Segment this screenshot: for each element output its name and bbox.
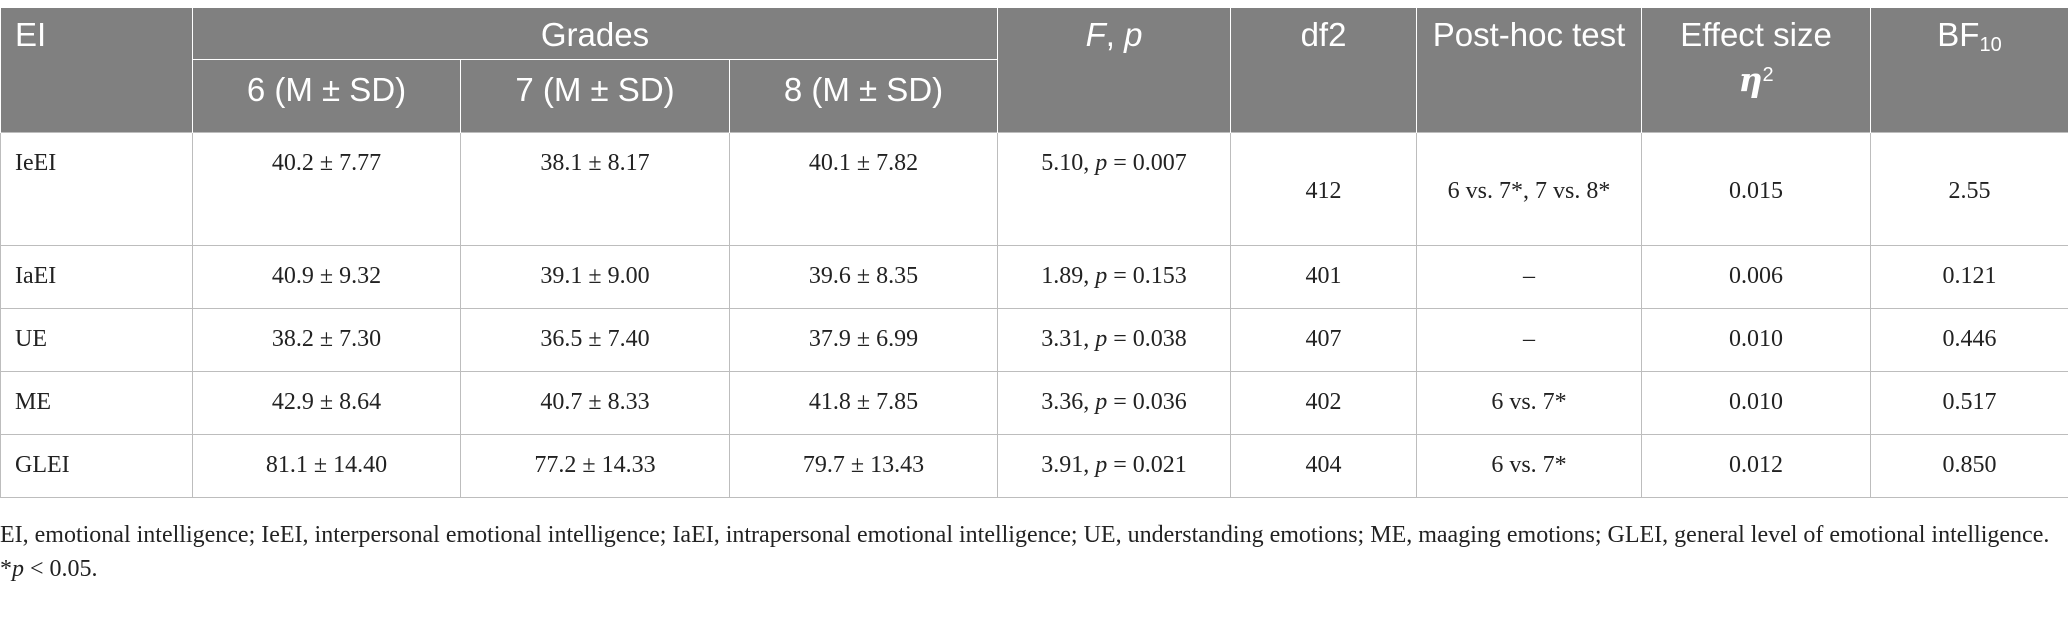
- table-footnotes: EI, emotional intelligence; IeEI, interp…: [0, 518, 2068, 586]
- cell-ei: IeEI: [0, 132, 193, 246]
- cell-f-p: 3.31, p = 0.038: [997, 308, 1232, 372]
- cell-ei: GLEI: [0, 434, 193, 498]
- header-f: F: [1085, 16, 1106, 53]
- cell-grade-7: 77.2 ± 14.33: [460, 434, 730, 498]
- header-grade-8: 8 (M ± SD): [728, 59, 999, 133]
- cell-bf10: 0.121: [1870, 245, 2068, 309]
- cell-pval: = 0.007: [1107, 150, 1187, 176]
- header-p: p: [1124, 16, 1143, 53]
- cell-pval: = 0.038: [1107, 326, 1187, 352]
- header-bf10: BF10: [1870, 8, 2068, 133]
- cell-f: 3.91,: [1041, 452, 1096, 478]
- cell-df2: 407: [1230, 308, 1418, 372]
- cell-p: p: [1095, 389, 1108, 415]
- cell-f: 1.89,: [1041, 263, 1096, 289]
- cell-pval: = 0.153: [1107, 263, 1187, 289]
- header-bf-sub: 10: [1979, 34, 2002, 56]
- cell-pval: = 0.036: [1107, 389, 1187, 415]
- cell-posthoc: –: [1416, 245, 1643, 309]
- cell-grade-8: 40.1 ± 7.82: [728, 132, 999, 246]
- cell-f-p: 3.36, p = 0.036: [997, 371, 1232, 435]
- cell-grade-7: 40.7 ± 8.33: [460, 371, 730, 435]
- header-effect-size: Effect size η2: [1641, 8, 1872, 133]
- cell-f-p: 3.91, p = 0.021: [997, 434, 1232, 498]
- cell-effect-size: 0.010: [1641, 308, 1872, 372]
- significance-note: *p < 0.05.: [0, 552, 2068, 586]
- header-bf: BF: [1937, 16, 1980, 53]
- cell-p: p: [1095, 263, 1108, 289]
- cell-grade-8: 39.6 ± 8.35: [728, 245, 999, 309]
- table-row: GLEI 81.1 ± 14.40 77.2 ± 14.33 79.7 ± 13…: [0, 434, 2068, 498]
- cell-ei: IaEI: [0, 245, 193, 309]
- header-grade-7: 7 (M ± SD): [460, 59, 730, 133]
- header-effect-label: Effect size: [1680, 16, 1832, 53]
- cell-grade-6: 38.2 ± 7.30: [192, 308, 461, 372]
- sig-rest: < 0.05.: [24, 556, 98, 582]
- table-row: IaEI 40.9 ± 9.32 39.1 ± 9.00 39.6 ± 8.35…: [0, 245, 2068, 309]
- header-eta: η: [1738, 60, 1763, 99]
- cell-grade-8: 79.7 ± 13.43: [728, 434, 999, 498]
- cell-f: 3.31,: [1041, 326, 1096, 352]
- cell-p: p: [1095, 452, 1108, 478]
- cell-grade-8: 41.8 ± 7.85: [728, 371, 999, 435]
- abbreviation-note: EI, emotional intelligence; IeEI, interp…: [0, 522, 2050, 548]
- cell-posthoc: 6 vs. 7*: [1416, 371, 1643, 435]
- header-df2: df2: [1230, 8, 1418, 133]
- header-grade-6: 6 (M ± SD): [192, 59, 461, 133]
- cell-bf10: 2.55: [1870, 132, 2068, 246]
- cell-posthoc: 6 vs. 7*: [1416, 434, 1643, 498]
- cell-effect-size: 0.010: [1641, 371, 1872, 435]
- cell-df2: 404: [1230, 434, 1418, 498]
- cell-f: 3.36,: [1041, 389, 1096, 415]
- table-row: IeEI 40.2 ± 7.77 38.1 ± 8.17 40.1 ± 7.82…: [0, 132, 2068, 246]
- header-posthoc: Post-hoc test: [1416, 8, 1643, 133]
- cell-df2: 412: [1230, 132, 1418, 246]
- cell-grade-6: 42.9 ± 8.64: [192, 371, 461, 435]
- cell-effect-size: 0.015: [1641, 132, 1872, 246]
- header-f-p: F, p: [997, 8, 1232, 133]
- cell-effect-size: 0.006: [1641, 245, 1872, 309]
- cell-ei: UE: [0, 308, 193, 372]
- sig-star: *: [0, 556, 12, 582]
- header-eta-sup: 2: [1762, 64, 1774, 86]
- table-row: ME 42.9 ± 8.64 40.7 ± 8.33 41.8 ± 7.85 3…: [0, 371, 2068, 435]
- cell-grade-6: 40.2 ± 7.77: [192, 132, 461, 246]
- cell-effect-size: 0.012: [1641, 434, 1872, 498]
- cell-p: p: [1095, 150, 1108, 176]
- cell-df2: 402: [1230, 371, 1418, 435]
- table-row: UE 38.2 ± 7.30 36.5 ± 7.40 37.9 ± 6.99 3…: [0, 308, 2068, 372]
- cell-posthoc: –: [1416, 308, 1643, 372]
- results-table: EI Grades F, p df2 Post-hoc test Effect …: [0, 8, 2068, 498]
- cell-df2: 401: [1230, 245, 1418, 309]
- cell-bf10: 0.850: [1870, 434, 2068, 498]
- cell-ei: ME: [0, 371, 193, 435]
- cell-f-p: 1.89, p = 0.153: [997, 245, 1232, 309]
- cell-grade-6: 40.9 ± 9.32: [192, 245, 461, 309]
- cell-grade-6: 81.1 ± 14.40: [192, 434, 461, 498]
- header-ei: EI: [0, 8, 193, 133]
- cell-bf10: 0.446: [1870, 308, 2068, 372]
- cell-bf10: 0.517: [1870, 371, 2068, 435]
- cell-pval: = 0.021: [1107, 452, 1187, 478]
- cell-p: p: [1095, 326, 1108, 352]
- cell-f-p: 5.10, p = 0.007: [997, 132, 1232, 246]
- cell-grade-7: 36.5 ± 7.40: [460, 308, 730, 372]
- cell-grade-7: 38.1 ± 8.17: [460, 132, 730, 246]
- cell-grade-7: 39.1 ± 9.00: [460, 245, 730, 309]
- cell-f: 5.10,: [1041, 150, 1096, 176]
- sig-p: p: [12, 556, 24, 582]
- header-grades: Grades: [191, 8, 999, 60]
- cell-grade-8: 37.9 ± 6.99: [728, 308, 999, 372]
- cell-posthoc: 6 vs. 7*, 7 vs. 8*: [1416, 132, 1643, 246]
- header-fp-sep: ,: [1105, 16, 1125, 53]
